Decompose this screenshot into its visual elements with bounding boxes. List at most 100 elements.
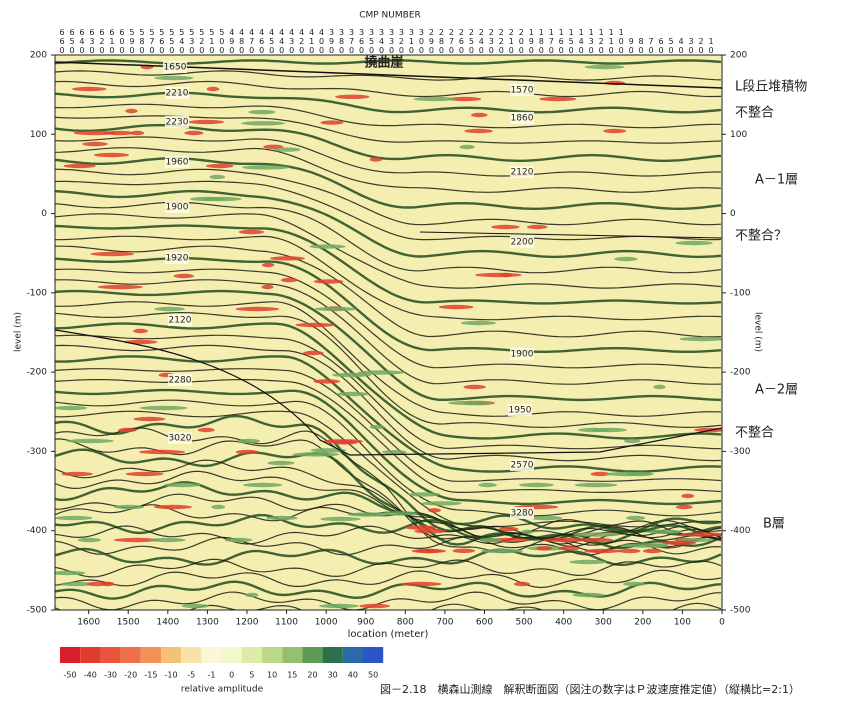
amplitude-patch [526,224,548,230]
reflector [55,379,722,493]
amplitude-patch [270,256,305,261]
plot-frame [54,54,723,611]
amplitude-patch [90,251,135,257]
amplitude-patch [154,75,194,81]
amplitude-patch [415,548,443,554]
reflector [55,513,722,535]
velocity-label: 2120 [511,168,534,178]
velocity-label-box [168,374,192,386]
amplitude-patch [77,537,102,543]
reflector [55,268,721,369]
x-tick-label: 1100 [275,618,298,628]
amplitude-patch [55,405,88,411]
amplitude-patch [319,603,359,609]
x-tick-label: 1600 [77,618,100,628]
x-tick-label: 0 [719,618,725,628]
amplitude-patch [428,508,441,513]
x-tick-label: 1200 [236,618,259,628]
x-tick-label: 100 [674,618,691,628]
amplitude-patch [413,96,456,102]
colorbar-swatch [282,647,303,663]
y-tick-label-right: 200 [730,51,747,61]
amplitude-patch [59,581,94,587]
reflector [55,301,722,417]
amplitude-patch [480,548,523,554]
amplitude-patch [649,543,669,548]
amplitude-patch [405,525,437,530]
amplitude-patch [114,504,145,510]
y-tick-label-right: -400 [730,526,751,536]
reflector [55,427,722,555]
reflector [55,224,722,305]
colorbar-tick-label: 10 [267,671,277,680]
amplitude-patch [414,529,446,534]
colorbar-swatch [181,647,202,663]
colorbar-swatch [241,647,262,663]
amplitude-patch [113,537,160,543]
reflector [55,279,722,385]
amplitude-patch [605,471,651,477]
caption: 図－2.18 横森山測線 解釈断面図（図注の数字はＰ波速度推定値）（縦横比=2:… [380,682,800,696]
amplitude-patch [164,482,201,488]
amplitude-patch [101,581,115,587]
colorbar-tick-label: 40 [348,671,358,680]
y-tick-label: -300 [27,447,48,457]
velocity-label-box [510,84,534,96]
velocity-label-box [165,87,189,99]
amplitude-patch [590,471,611,477]
amplitude-patch [573,532,621,537]
colorbar-tick-label: -1 [208,671,216,680]
cmp-title: CMP NUMBER [359,11,421,21]
amplitude-patch [188,119,225,125]
y-tick-label: 200 [30,51,47,61]
reflector [55,399,722,517]
amplitude-patch [381,450,407,455]
velocity-label: 2210 [166,89,189,99]
amplitude-patch [133,416,166,422]
amplitude-patch [181,603,210,609]
amplitude-patch [653,384,666,390]
layer-label: 不整合 [735,426,774,441]
reflector [55,569,722,589]
y-tick-label: -400 [27,526,48,536]
x-tick-label: 400 [555,618,572,628]
reflector [55,80,722,98]
x-tick-label: 300 [595,618,612,628]
amplitude-patch [295,322,335,328]
layer-label: A－2層 [755,383,798,398]
y-tick-label: -200 [27,368,48,378]
velocity-label: 2200 [511,238,534,248]
colorbar-tick-label: -50 [64,671,77,680]
velocity-label-box [165,156,189,168]
amplitude-patch [438,304,474,310]
velocity-label: 2230 [166,118,189,128]
reflector [55,103,721,129]
amplitude-patch [235,449,259,455]
amplitude-patch [679,336,722,342]
reflector [55,388,722,506]
colorbar-tick-label: 30 [328,671,338,680]
amplitude-patch [675,504,693,510]
velocity-label-box [510,459,534,471]
amplitude-patch [302,350,324,356]
reflector [55,213,722,289]
reflector [55,147,722,193]
